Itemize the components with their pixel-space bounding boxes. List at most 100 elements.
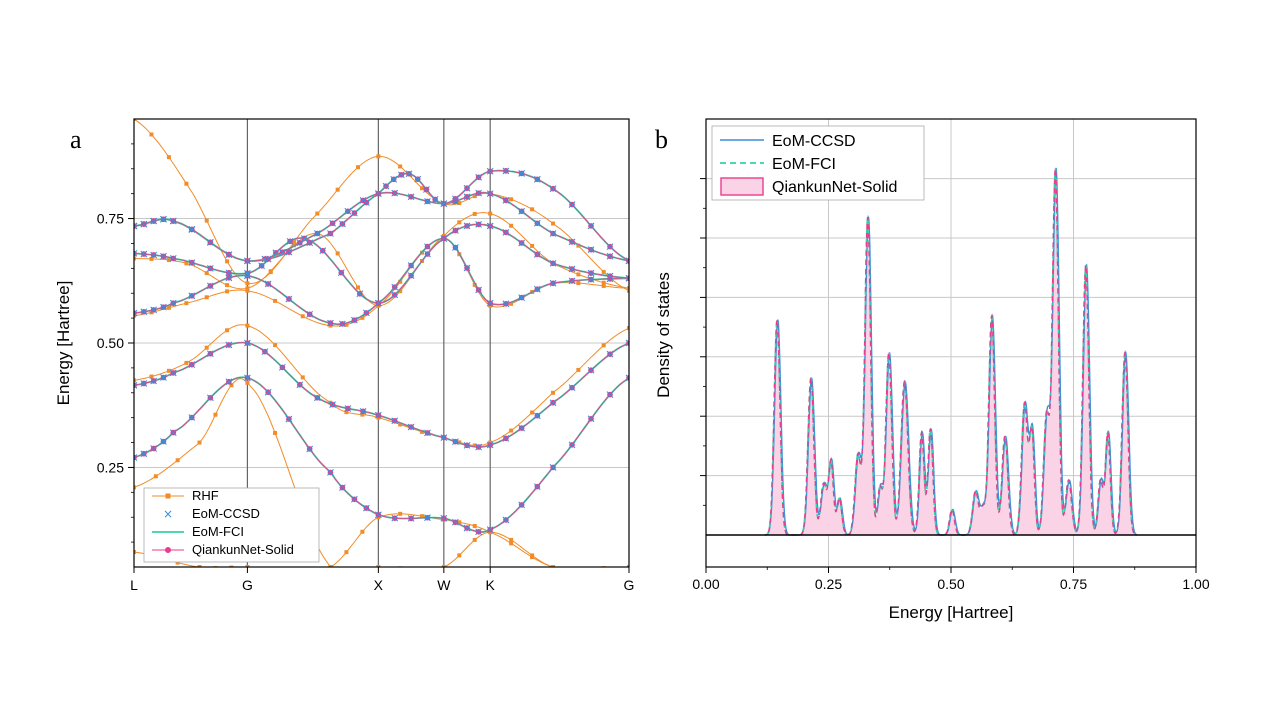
rhf-point — [530, 555, 535, 560]
ccsd-point — [486, 299, 494, 307]
ccsd-point — [188, 226, 196, 233]
rhf-point — [420, 186, 425, 191]
kpoint-label: L — [130, 577, 138, 593]
fci-band — [134, 191, 629, 262]
ccsd-point — [362, 504, 370, 512]
rhf-point — [472, 443, 477, 448]
ccsd-point — [140, 220, 148, 228]
rhf-point — [229, 383, 234, 388]
kpoint-label: W — [437, 577, 451, 593]
ccsd-point — [150, 306, 158, 314]
ccsd-point — [549, 464, 557, 471]
rhf-point — [420, 514, 425, 519]
ccsd-point — [296, 239, 304, 247]
panel-a-yticks: 0.25 0.50 0.75 — [97, 143, 134, 543]
ccsd-point — [568, 441, 576, 449]
ccsd-point — [351, 495, 358, 503]
ccsd-point — [625, 374, 629, 382]
rhf-point — [576, 243, 581, 248]
rhf-point — [576, 367, 581, 372]
ccsd-point — [440, 434, 448, 441]
ccsd-point — [150, 377, 158, 385]
rhf-point — [472, 523, 477, 528]
ccsd-point — [606, 350, 614, 358]
rhf-point — [398, 511, 403, 516]
ccsd-point — [424, 250, 431, 258]
ccsd-point — [169, 299, 177, 307]
rhf-point — [576, 281, 581, 286]
ccsd-point — [285, 415, 293, 423]
rhf-point — [344, 322, 349, 327]
ccsd-point — [225, 251, 233, 258]
ccsd-point — [625, 274, 629, 282]
ccsd-point — [407, 193, 415, 201]
ccsd-point — [463, 184, 471, 192]
ccsd-point — [587, 276, 595, 283]
panel-b-xtick-label: 0.75 — [1060, 576, 1087, 592]
rhf-point — [509, 428, 514, 433]
rhf-point — [153, 474, 158, 479]
ccsd-point — [160, 303, 167, 311]
panel-b-xticks: 0.00 0.25 0.50 0.75 1.00 — [692, 567, 1210, 592]
rhf-point — [225, 289, 230, 294]
rhf-point — [457, 201, 462, 206]
ccsd-point — [344, 405, 352, 412]
rhf-point — [197, 565, 202, 567]
ccsd-point — [549, 279, 557, 287]
rhf-point — [360, 315, 365, 320]
ccsd-point — [188, 292, 196, 300]
kpoint-label: K — [486, 577, 496, 593]
rhf-point — [601, 283, 606, 288]
ccsd-point — [351, 316, 358, 324]
ccsd-point — [244, 339, 251, 347]
panel-b-xtick-label: 1.00 — [1182, 576, 1209, 592]
ccsd-point — [549, 230, 557, 237]
ccsd-point — [206, 264, 214, 272]
ccsd-point — [625, 339, 629, 347]
panel-a-legend: RHF × EoM-CCSD EoM-FCI QiankunNet-Solid — [143, 487, 320, 563]
ccsd-point — [160, 374, 167, 381]
ccsd-point — [606, 252, 614, 260]
ccsd-point — [244, 257, 251, 265]
rhf-point — [245, 288, 250, 293]
rhf-point — [398, 164, 403, 169]
legend-fci-label: EoM-FCI — [192, 524, 244, 539]
ccsd-point — [134, 381, 138, 389]
rhf-point — [134, 256, 136, 261]
rhf-point — [398, 279, 403, 284]
ccsd-point — [486, 526, 494, 534]
fci-band — [134, 169, 629, 262]
rhf-point — [441, 565, 446, 567]
rhf-point — [376, 154, 381, 159]
rhf-point — [225, 259, 230, 264]
rhf-point — [398, 289, 403, 294]
ccsd-point — [188, 414, 196, 421]
ccsd-point — [606, 272, 614, 280]
ccsd-point — [313, 230, 321, 237]
rhf-point — [601, 280, 606, 285]
rhf-point — [509, 301, 514, 306]
ccsd-point — [587, 366, 595, 374]
ccsd-point — [405, 170, 413, 178]
legend-rhf-label: RHF — [192, 488, 219, 503]
ccsd-point — [502, 228, 510, 236]
rhf-point — [229, 565, 234, 567]
ccsd-point — [264, 255, 272, 263]
rhf-point — [356, 165, 361, 170]
rhf-point — [273, 343, 278, 348]
rhf-point — [360, 572, 364, 576]
ccsd-point — [244, 374, 251, 382]
ccsd-point — [587, 269, 595, 277]
rhf-point — [509, 537, 514, 542]
rhf-point — [134, 378, 136, 383]
ccsd-point — [397, 171, 405, 179]
ccsd-point — [549, 185, 557, 193]
ccsd-point — [140, 250, 148, 258]
rhf-point — [300, 375, 305, 380]
ccsd-point — [440, 514, 448, 522]
rhf-point — [376, 565, 381, 567]
panel-a-ytick-label: 0.25 — [97, 459, 124, 475]
ccsd-point — [306, 310, 314, 318]
rhf-point — [213, 412, 218, 417]
panel-b-xtick-label: 0.50 — [937, 576, 964, 592]
